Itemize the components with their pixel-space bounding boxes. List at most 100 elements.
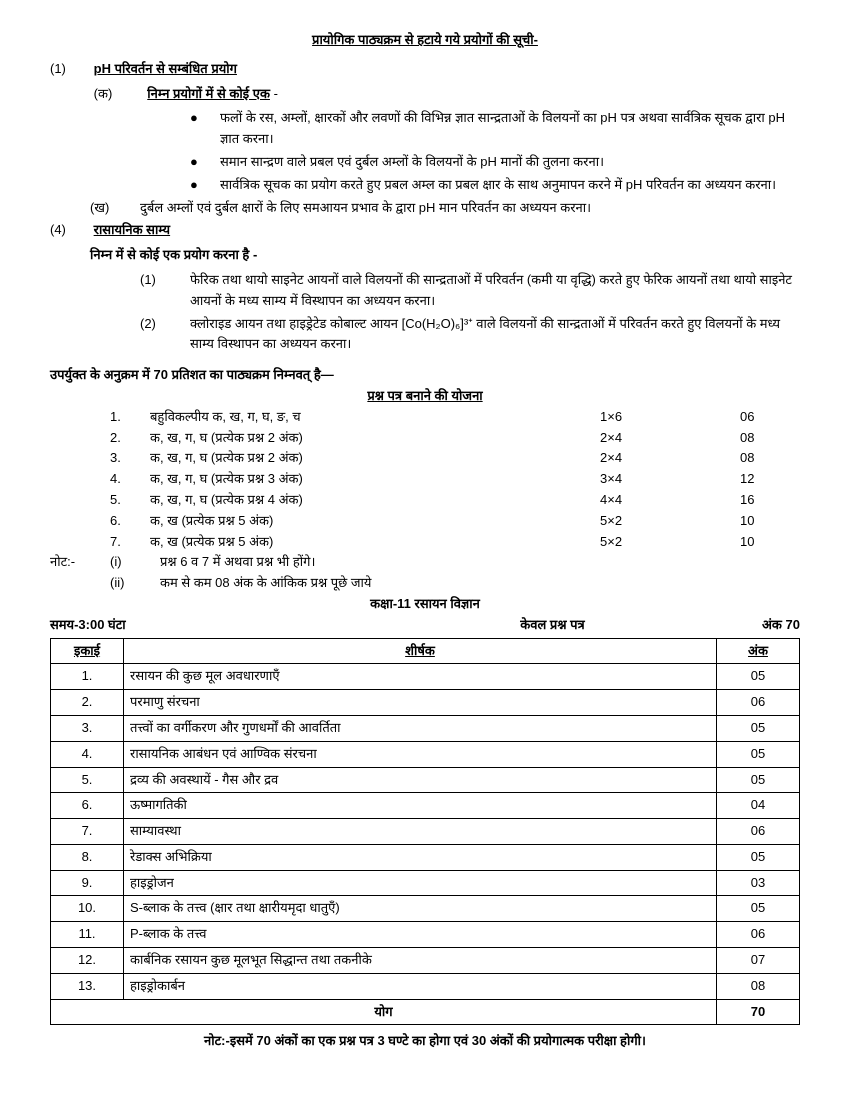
table-row: 2.परमाणु संरचना06 — [51, 690, 800, 716]
bullet-item: ●सार्वत्रिक सूचक का प्रयोग करते हुए प्रब… — [190, 175, 800, 196]
cell-marks: 06 — [717, 819, 800, 845]
bullet-icon: ● — [190, 152, 220, 173]
cell-title: द्रव्य की अवस्थायें - गैस और द्रव — [124, 767, 717, 793]
cell-unit: 5. — [51, 767, 124, 793]
table-row: 8.रेडाक्स अभिक्रिया05 — [51, 844, 800, 870]
note-label — [50, 573, 110, 594]
plan-calc: 3×4 — [600, 469, 740, 490]
cell-marks: 08 — [717, 973, 800, 999]
cell-title: S-ब्लाक के तत्त्व (क्षार तथा क्षारीयमृदा… — [124, 896, 717, 922]
cell-unit: 10. — [51, 896, 124, 922]
total-label: योग — [51, 999, 717, 1025]
table-row: 13.हाइड्रोकार्बन08 — [51, 973, 800, 999]
plan-marks: 16 — [740, 490, 800, 511]
plan-desc: क, ख, ग, घ (प्रत्येक प्रश्न 4 अंक) — [150, 490, 600, 511]
table-row: 1.रसायन की कुछ मूल अवधारणाएँ05 — [51, 664, 800, 690]
cell-title: हाइड्रोजन — [124, 870, 717, 896]
plan-calc: 4×4 — [600, 490, 740, 511]
plan-marks: 12 — [740, 469, 800, 490]
note-row: नोट:-(i)प्रश्न 6 व 7 में अथवा प्रश्न भी … — [50, 552, 800, 573]
plan-calc: 2×4 — [600, 448, 740, 469]
ka-label: (क) — [94, 84, 144, 105]
item-text: क्लोराइड आयन तथा हाइड्रेटेड कोबाल्ट आयन … — [190, 314, 800, 356]
plan-num: 3. — [110, 448, 150, 469]
kha-label: (ख) — [90, 198, 140, 219]
plan-calc: 5×2 — [600, 511, 740, 532]
plan-heading: उपर्युक्त के अनुक्रम में 70 प्रतिशत का प… — [50, 365, 800, 386]
exam-center: केवल प्रश्न पत्र — [385, 615, 720, 636]
table-row: 11.P-ब्लाक के तत्त्व06 — [51, 922, 800, 948]
plan-calc: 5×2 — [600, 532, 740, 553]
note-label: नोट:- — [50, 552, 110, 573]
cell-title: रासायनिक आबंधन एवं आण्विक संरचना — [124, 741, 717, 767]
plan-desc: क, ख, ग, घ (प्रत्येक प्रश्न 2 अंक) — [150, 448, 600, 469]
plan-desc: क, ख, ग, घ (प्रत्येक प्रश्न 2 अंक) — [150, 428, 600, 449]
table-row: 3.तत्त्वों का वर्गीकरण और गुणधर्मों की आ… — [51, 715, 800, 741]
bullet-text: सार्वत्रिक सूचक का प्रयोग करते हुए प्रबल… — [220, 175, 800, 196]
cell-unit: 12. — [51, 948, 124, 974]
bullet-item: ●समान सान्द्रण वाले प्रबल एवं दुर्बल अम्… — [190, 152, 800, 173]
section-1: (1) pH परिवर्तन से सम्बंधित प्रयोग — [50, 59, 800, 80]
plan-marks: 06 — [740, 407, 800, 428]
kha-text: दुर्बल अम्लों एवं दुर्बल क्षारों के लिए … — [140, 198, 800, 219]
cell-title: रेडाक्स अभिक्रिया — [124, 844, 717, 870]
plan-marks: 10 — [740, 532, 800, 553]
exam-marks: अंक 70 — [720, 615, 800, 636]
plan-num: 4. — [110, 469, 150, 490]
plan-desc: क, ख (प्रत्येक प्रश्न 5 अंक) — [150, 511, 600, 532]
plan-row: 4.क, ख, ग, घ (प्रत्येक प्रश्न 3 अंक)3×41… — [110, 469, 800, 490]
cell-unit: 8. — [51, 844, 124, 870]
plan-row: 3.क, ख, ग, घ (प्रत्येक प्रश्न 2 अंक)2×40… — [110, 448, 800, 469]
cell-marks: 05 — [717, 767, 800, 793]
note-num: (ii) — [110, 573, 160, 594]
plan-marks: 08 — [740, 428, 800, 449]
cell-unit: 3. — [51, 715, 124, 741]
item-num: (2) — [140, 314, 190, 356]
cell-title: रसायन की कुछ मूल अवधारणाएँ — [124, 664, 717, 690]
exam-header: समय-3:00 घंटा केवल प्रश्न पत्र अंक 70 — [50, 615, 800, 636]
plan-row: 5.क, ख, ग, घ (प्रत्येक प्रश्न 4 अंक)4×41… — [110, 490, 800, 511]
cell-unit: 6. — [51, 793, 124, 819]
table-row: 4.रासायनिक आबंधन एवं आण्विक संरचना05 — [51, 741, 800, 767]
cell-marks: 04 — [717, 793, 800, 819]
sec1-kha: (ख) दुर्बल अम्लों एवं दुर्बल क्षारों के … — [90, 198, 800, 219]
note-text: प्रश्न 6 व 7 में अथवा प्रश्न भी होंगे। — [160, 552, 315, 573]
cell-marks: 05 — [717, 741, 800, 767]
exam-time: समय-3:00 घंटा — [50, 615, 385, 636]
sec1-heading: pH परिवर्तन से सम्बंधित प्रयोग — [94, 61, 237, 76]
cell-marks: 03 — [717, 870, 800, 896]
sec1-num: (1) — [50, 59, 90, 80]
sec4-num: (4) — [50, 220, 90, 241]
plan-num: 1. — [110, 407, 150, 428]
plan-desc: क, ख, ग, घ (प्रत्येक प्रश्न 3 अंक) — [150, 469, 600, 490]
plan-desc: बहुविकल्पीय क, ख, ग, घ, ङ, च — [150, 407, 600, 428]
sec4-item: (1)फेरिक तथा थायो साइनेट आयनों वाले विलय… — [140, 270, 800, 312]
note-row: (ii)कम से कम 08 अंक के आंकिक प्रश्न पूछे… — [50, 573, 800, 594]
cell-marks: 05 — [717, 844, 800, 870]
table-row: 10.S-ब्लाक के तत्त्व (क्षार तथा क्षारीयम… — [51, 896, 800, 922]
plan-num: 5. — [110, 490, 150, 511]
cell-marks: 06 — [717, 922, 800, 948]
cell-unit: 2. — [51, 690, 124, 716]
plan-calc: 2×4 — [600, 428, 740, 449]
plan-row: 2.क, ख, ग, घ (प्रत्येक प्रश्न 2 अंक)2×40… — [110, 428, 800, 449]
cell-title: साम्यावस्था — [124, 819, 717, 845]
bullet-icon: ● — [190, 108, 220, 150]
cell-title: हाइड्रोकार्बन — [124, 973, 717, 999]
sec1-ka: (क) निम्न प्रयोगों में से कोई एक - — [50, 84, 800, 105]
table-row: 12.कार्बनिक रसायन कुछ मूलभूत सिद्धान्त त… — [51, 948, 800, 974]
cell-title: तत्त्वों का वर्गीकरण और गुणधर्मों की आवर… — [124, 715, 717, 741]
cell-unit: 13. — [51, 973, 124, 999]
table-row: 7.साम्यावस्था06 — [51, 819, 800, 845]
th-marks: अंक — [717, 638, 800, 664]
cell-unit: 11. — [51, 922, 124, 948]
bullet-text: समान सान्द्रण वाले प्रबल एवं दुर्बल अम्ल… — [220, 152, 800, 173]
bullet-icon: ● — [190, 175, 220, 196]
cell-title: ऊष्मागतिकी — [124, 793, 717, 819]
plan-desc: क, ख (प्रत्येक प्रश्न 5 अंक) — [150, 532, 600, 553]
plan-calc: 1×6 — [600, 407, 740, 428]
th-unit: इकाई — [51, 638, 124, 664]
table-row: 5.द्रव्य की अवस्थायें - गैस और द्रव05 — [51, 767, 800, 793]
cell-title: P-ब्लाक के तत्त्व — [124, 922, 717, 948]
cell-title: परमाणु संरचना — [124, 690, 717, 716]
